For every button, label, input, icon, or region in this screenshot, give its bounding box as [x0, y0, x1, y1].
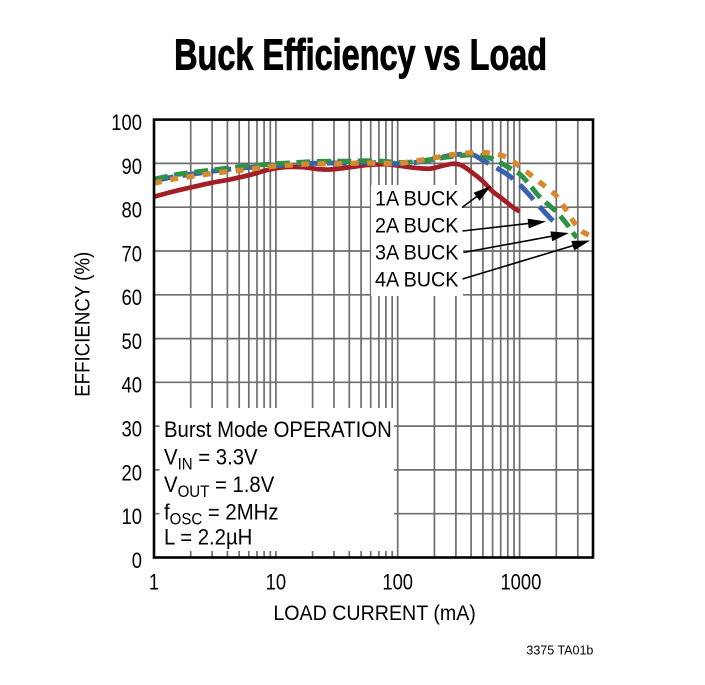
svg-text:4A BUCK: 4A BUCK: [375, 268, 459, 292]
svg-text:0: 0: [132, 548, 142, 573]
svg-text:10: 10: [122, 504, 143, 529]
svg-text:20: 20: [122, 460, 143, 485]
svg-text:L = 2.2µH: L = 2.2µH: [164, 525, 252, 550]
svg-text:10: 10: [266, 569, 287, 594]
svg-text:1: 1: [149, 569, 159, 594]
svg-text:1000: 1000: [500, 569, 541, 594]
svg-text:3375 TA01b: 3375 TA01b: [526, 644, 593, 658]
svg-text:80: 80: [122, 198, 143, 223]
svg-text:40: 40: [122, 373, 143, 398]
svg-text:100: 100: [382, 569, 413, 594]
svg-text:2A BUCK: 2A BUCK: [375, 214, 459, 238]
svg-text:30: 30: [122, 417, 143, 442]
svg-text:LOAD CURRENT (mA): LOAD CURRENT (mA): [273, 601, 476, 625]
svg-text:EFFICIENCY (%): EFFICIENCY (%): [71, 252, 95, 397]
svg-text:VIN = 3.3V: VIN = 3.3V: [164, 445, 258, 474]
svg-text:Burst Mode OPERATION: Burst Mode OPERATION: [164, 417, 392, 442]
svg-text:60: 60: [122, 285, 143, 310]
svg-text:100: 100: [111, 110, 142, 135]
svg-text:VOUT = 1.8V: VOUT = 1.8V: [164, 472, 275, 501]
svg-text:3A BUCK: 3A BUCK: [375, 241, 459, 265]
svg-text:90: 90: [122, 154, 143, 179]
svg-text:1A BUCK: 1A BUCK: [375, 187, 459, 211]
svg-text:50: 50: [122, 329, 143, 354]
svg-text:Buck Efficiency vs Load: Buck Efficiency vs Load: [174, 32, 547, 80]
svg-text:70: 70: [122, 241, 143, 266]
